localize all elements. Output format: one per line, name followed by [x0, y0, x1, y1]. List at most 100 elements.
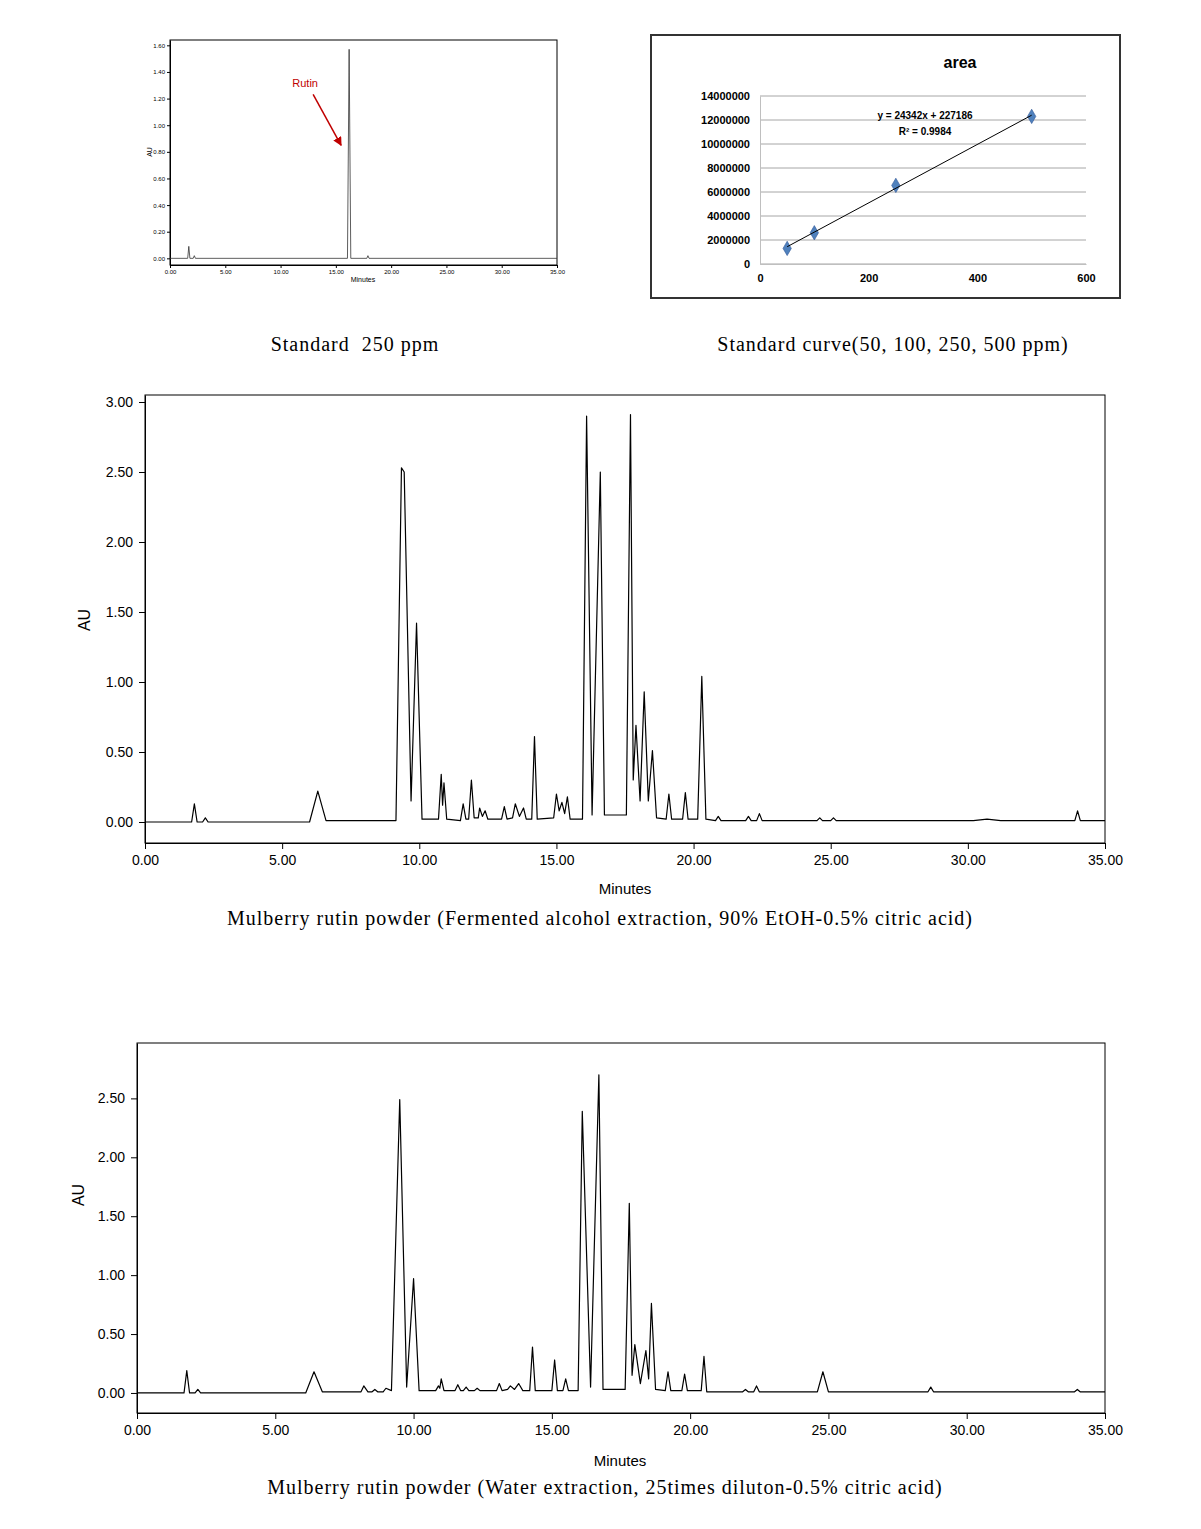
x-tick-mark: [275, 1413, 276, 1419]
x-tick-label: 10.00: [402, 852, 437, 868]
y-tick: 1.40: [153, 69, 170, 75]
point: [892, 178, 900, 192]
y-tick: 0.00: [106, 814, 145, 830]
x-tick: 5.00: [220, 265, 232, 275]
y-tick-label: 0.60: [153, 176, 165, 182]
y-tick-mark: [131, 1393, 137, 1394]
x-tick-label: 20.00: [673, 1422, 708, 1438]
y-tick-mark: [131, 1157, 137, 1158]
y-tick: 1.60: [153, 43, 170, 49]
x-tick: 10.00: [397, 1413, 432, 1438]
plot-frame: [145, 395, 1105, 843]
y-tick: 0.00: [98, 1385, 137, 1401]
y-tick-label: 1.50: [98, 1208, 125, 1224]
chart-border: [651, 35, 1120, 298]
y-tick-label: 2.50: [106, 464, 133, 480]
y-axis-title: AU: [76, 609, 93, 631]
y-tick: 10000000: [701, 138, 760, 150]
x-tick: 0.00: [165, 265, 177, 275]
x-tick-mark: [282, 843, 283, 849]
y-tick-label: 0.50: [106, 744, 133, 760]
x-tick: 30.00: [950, 1413, 985, 1438]
x-tick: 600: [1077, 264, 1095, 284]
x-tick: 25.00: [439, 265, 455, 275]
y-tick: 1.00: [153, 123, 170, 129]
y-tick-mark: [139, 752, 145, 753]
x-tick: 10.00: [274, 265, 290, 275]
annotation: R² = 0.9984: [899, 126, 952, 137]
annotation: y = 24342x + 227186: [877, 110, 973, 121]
x-axis: 0.005.0010.0015.0020.0025.0030.0035.00: [132, 843, 1123, 868]
y-tick-label: 2.00: [98, 1149, 125, 1165]
x-tick-label: 30.00: [950, 1422, 985, 1438]
y-tick-label: 2000000: [707, 234, 750, 246]
title: area: [944, 54, 977, 71]
trace: [137, 1075, 1105, 1393]
y-tick-mark: [139, 542, 145, 543]
y-tick: 2.00: [98, 1149, 137, 1165]
y-tick-label: 0.80: [153, 149, 165, 155]
y-tick-label: 1.60: [153, 43, 165, 49]
annotation: Rutin: [292, 77, 318, 89]
x-tick: 0.00: [132, 843, 159, 868]
x-tick: 35.00: [1088, 843, 1123, 868]
y-tick-label: 3.00: [106, 394, 133, 410]
x-axis-title: Minutes: [599, 880, 652, 897]
x-tick-label: 35.00: [550, 269, 566, 275]
x-tick-label: 15.00: [329, 269, 345, 275]
x-tick-label: 35.00: [1088, 852, 1123, 868]
y-tick-label: 0.20: [153, 229, 165, 235]
x-tick: 0: [757, 264, 763, 284]
y-tick-mark: [139, 472, 145, 473]
annotation-arrow: [313, 94, 341, 145]
grid: [760, 96, 1086, 264]
caption: Standard curve(50, 100, 250, 500 ppm): [717, 333, 1068, 356]
y-axis: 0.000.501.001.502.002.503.00: [106, 394, 146, 844]
y-tick: 1.50: [98, 1208, 137, 1224]
y-tick: 1.00: [98, 1267, 137, 1283]
y-tick: 2.00: [106, 534, 145, 550]
plot-area: [783, 109, 1036, 255]
y-tick-mark: [139, 402, 145, 403]
x-tick-mark: [831, 843, 832, 849]
y-tick-label: 10000000: [701, 138, 750, 150]
point: [783, 241, 791, 255]
x-tick-label: 200: [860, 272, 878, 284]
plot-area: [137, 1075, 1105, 1393]
chart: 0.005.0010.0015.0020.0025.0030.0035.000.…: [70, 1043, 1123, 1499]
y-tick: 2.50: [98, 1090, 137, 1106]
x-tick-label: 25.00: [439, 269, 455, 275]
x-tick-label: 0.00: [132, 852, 159, 868]
grid-line: [760, 264, 1086, 265]
y-tick-mark: [131, 1216, 137, 1217]
y-tick: 1.20: [153, 96, 170, 102]
x-tick: 15.00: [329, 265, 345, 275]
grid-line: [760, 168, 1086, 169]
x-tick-mark: [968, 843, 969, 849]
y-axis: 0.000.501.001.502.002.50: [98, 1044, 138, 1414]
y-tick: 2000000: [707, 234, 760, 246]
y-tick: 8000000: [707, 162, 760, 174]
x-axis: 0.005.0010.0015.0020.0025.0030.0035.00: [165, 265, 566, 275]
y-tick-label: 8000000: [707, 162, 750, 174]
y-tick-mark: [139, 612, 145, 613]
x-tick: 30.00: [951, 843, 986, 868]
x-tick-mark: [137, 1413, 138, 1419]
y-tick-mark: [139, 682, 145, 683]
y-axis: 0200000040000006000000800000010000000120…: [701, 90, 760, 270]
y-tick: 6000000: [707, 186, 760, 198]
y-axis-title: AU: [146, 147, 153, 157]
x-tick-label: 0: [757, 272, 763, 284]
x-tick: 15.00: [535, 1413, 570, 1438]
chart: 0.005.0010.0015.0020.0025.0030.0035.000.…: [76, 394, 1123, 930]
y-tick-label: 1.20: [153, 96, 165, 102]
x-tick: 20.00: [384, 265, 400, 275]
trace: [787, 115, 1032, 247]
y-tick: 12000000: [701, 114, 760, 126]
x-tick: 20.00: [677, 843, 712, 868]
y-tick-label: 2.50: [98, 1090, 125, 1106]
y-tick: 0.80: [153, 149, 170, 155]
y-tick-mark: [131, 1275, 137, 1276]
x-tick-mark: [414, 1413, 415, 1419]
x-tick: 0.00: [124, 1413, 151, 1438]
